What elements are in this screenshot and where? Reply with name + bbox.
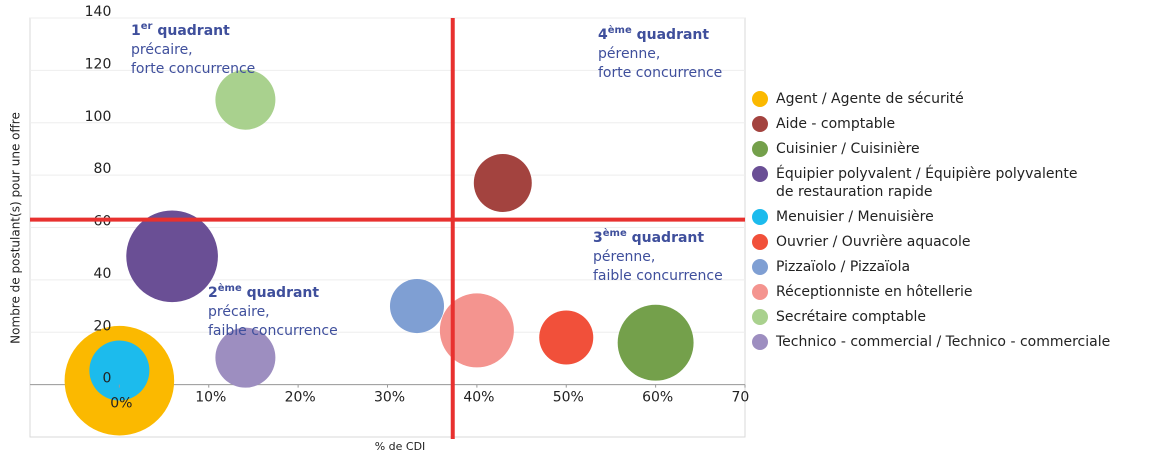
legend-label: Aide - comptable xyxy=(776,116,896,132)
annotation-label: quadrant xyxy=(627,230,705,246)
annotation-number: 4 xyxy=(598,27,608,43)
legend-label: Réceptionniste en hôtellerie xyxy=(776,284,973,300)
annotation-suffix: ème xyxy=(603,227,627,239)
annotation-suffix: ème xyxy=(608,24,632,36)
annotation-label: quadrant xyxy=(152,23,230,39)
legend-marker xyxy=(752,141,768,157)
y-tick-label: 100 xyxy=(85,109,112,125)
bubble xyxy=(215,69,276,130)
y-tick-label: 0 xyxy=(102,371,111,387)
legend-label: Pizzaïolo / Pizzaïola xyxy=(776,259,911,275)
y-tick-label: 40 xyxy=(94,266,112,282)
bubble xyxy=(89,340,150,401)
annotation-title: 4ème quadrant xyxy=(598,24,709,43)
legend-item: Technico - commercial / Technico - comme… xyxy=(752,333,1110,351)
annotation-line: forte concurrence xyxy=(598,65,722,81)
legend-item: Pizzaïolo / Pizzaïola xyxy=(752,258,1110,276)
y-tick-label: 80 xyxy=(94,161,112,177)
annotation-line: faible concurrence xyxy=(593,268,723,284)
legend-label: Secrétaire comptable xyxy=(776,309,926,325)
legend-item: Cuisinier / Cuisinière xyxy=(752,140,1110,158)
y-axis-label: Nombre de postulant(s) pour une offre xyxy=(9,112,23,344)
legend-marker xyxy=(752,234,768,250)
legend-label: Ouvrier / Ouvrière aquacole xyxy=(776,234,971,250)
legend-marker xyxy=(752,309,768,325)
annotation-label: quadrant xyxy=(242,285,320,301)
legend-marker xyxy=(752,116,768,132)
y-tick-label: 120 xyxy=(85,56,112,72)
annotation-title: 1er quadrant xyxy=(131,21,230,39)
y-tick-label: 140 xyxy=(85,4,112,20)
legend-item: Aide - comptable xyxy=(752,115,1110,133)
legend-marker xyxy=(752,284,768,300)
legend-item: Équipier polyvalent / Équipière polyvale… xyxy=(752,165,1110,201)
legend-label: Équipier polyvalent / Équipière polyvale… xyxy=(776,166,1078,200)
annotation-line: pérenne, xyxy=(593,249,655,265)
x-tick-label: 70% xyxy=(731,390,750,406)
bubble xyxy=(539,310,594,365)
annotation-suffix: ème xyxy=(218,282,242,294)
bubble xyxy=(617,304,694,381)
legend-item: Ouvrier / Ouvrière aquacole xyxy=(752,233,1110,251)
x-tick-label: 20% xyxy=(285,390,316,406)
annotation-number: 3 xyxy=(593,230,603,246)
chart: % de CDI Nombre de postulant(s) pour une… xyxy=(9,4,751,453)
legend-item: Réceptionniste en hôtellerie xyxy=(752,283,1110,301)
annotation-suffix: er xyxy=(141,21,153,32)
bubble xyxy=(439,293,514,368)
x-tick-label: 0% xyxy=(110,396,132,412)
annotation-line: précaire, xyxy=(131,42,193,58)
legend-item: Menuisier / Menuisière xyxy=(752,208,1110,226)
annotation-number: 2 xyxy=(208,285,218,301)
bubble xyxy=(126,210,218,303)
annotation-line: forte concurrence xyxy=(131,61,255,77)
legend-marker xyxy=(752,259,768,275)
x-tick-label: 60% xyxy=(642,390,673,406)
legend-label: Technico - commercial / Technico - comme… xyxy=(776,334,1111,350)
bubble xyxy=(389,279,445,334)
annotation-line: faible concurrence xyxy=(208,323,338,339)
legend-item: Secrétaire comptable xyxy=(752,308,1110,326)
annotation-number: 1 xyxy=(131,23,141,39)
x-tick-label: 30% xyxy=(374,390,405,406)
legend-marker xyxy=(752,91,768,107)
bubble xyxy=(473,153,532,212)
y-tick-label: 20 xyxy=(94,318,112,334)
bubble xyxy=(215,327,276,388)
legend-marker xyxy=(752,334,768,350)
legend: Agent / Agente de sécurité Aide - comptab… xyxy=(752,90,1110,358)
legend-label: Menuisier / Menuisière xyxy=(776,209,934,225)
annotation-title: 2ème quadrant xyxy=(208,282,319,301)
annotation-title: 3ème quadrant xyxy=(593,227,704,246)
x-tick-label: 40% xyxy=(463,390,494,406)
x-tick-label: 50% xyxy=(553,390,584,406)
legend-item: Agent / Agente de sécurité xyxy=(752,90,1110,108)
legend-label: Agent / Agente de sécurité xyxy=(776,91,964,107)
legend-marker xyxy=(752,166,768,182)
annotation-label: quadrant xyxy=(632,27,710,43)
x-tick-label: 10% xyxy=(195,390,226,406)
x-axis-label: % de CDI xyxy=(375,440,426,453)
annotation-line: précaire, xyxy=(208,304,270,320)
annotation-line: pérenne, xyxy=(598,46,660,62)
legend-label: Cuisinier / Cuisinière xyxy=(776,141,920,157)
legend-marker xyxy=(752,209,768,225)
